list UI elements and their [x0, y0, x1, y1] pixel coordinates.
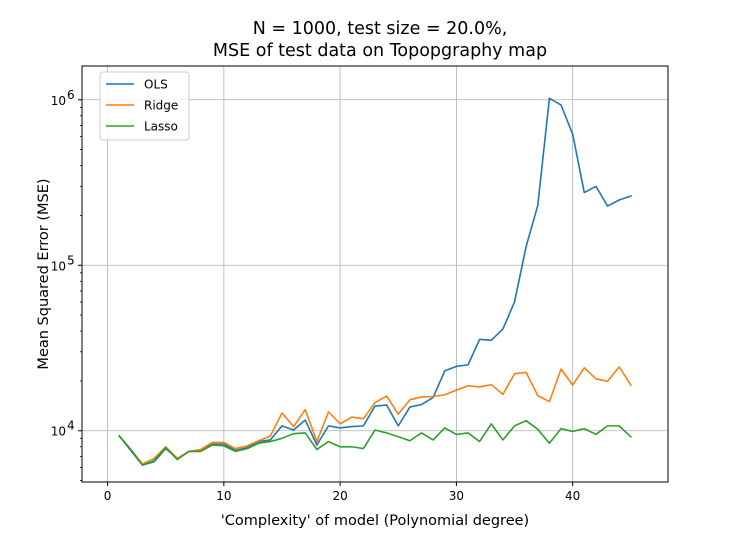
series-line-ridge — [118, 366, 632, 465]
series-line-lasso — [118, 419, 632, 466]
y-tick-label-exponent: 5 — [67, 253, 75, 267]
plot-area-frame — [81, 65, 669, 483]
x-tick-label: 30 — [449, 489, 464, 503]
series-line-ols — [118, 97, 632, 466]
y-tick-label-exponent: 6 — [67, 88, 75, 102]
x-tick-label: 40 — [565, 489, 580, 503]
y-axis-label: Mean Squared Error (MSE) — [36, 178, 52, 369]
x-tick-label: 20 — [332, 489, 347, 503]
y-tick-label: 10 — [51, 425, 66, 439]
legend-label-lasso: Lasso — [144, 120, 178, 134]
legend: OLS Ridge Lasso — [99, 71, 190, 141]
x-axis-label: 'Complexity' of model (Polynomial degree… — [221, 513, 529, 529]
legend-label-ridge: Ridge — [144, 99, 178, 113]
legend-label-ols: OLS — [144, 78, 168, 92]
y-tick-label: 10 — [51, 94, 66, 108]
x-axis-ticks: 0 10 20 30 40 — [104, 482, 580, 503]
chart-title-line2: MSE of test data on Topopgraphy map — [213, 41, 547, 61]
x-tick-label: 10 — [216, 489, 231, 503]
x-tick-label: 0 — [104, 489, 112, 503]
series-lines — [118, 97, 632, 466]
legend-box — [99, 71, 190, 141]
chart-title-line1: N = 1000, test size = 20.0%, — [253, 19, 508, 39]
y-tick-label-exponent: 4 — [67, 419, 75, 433]
y-tick-label: 10 — [51, 259, 66, 273]
